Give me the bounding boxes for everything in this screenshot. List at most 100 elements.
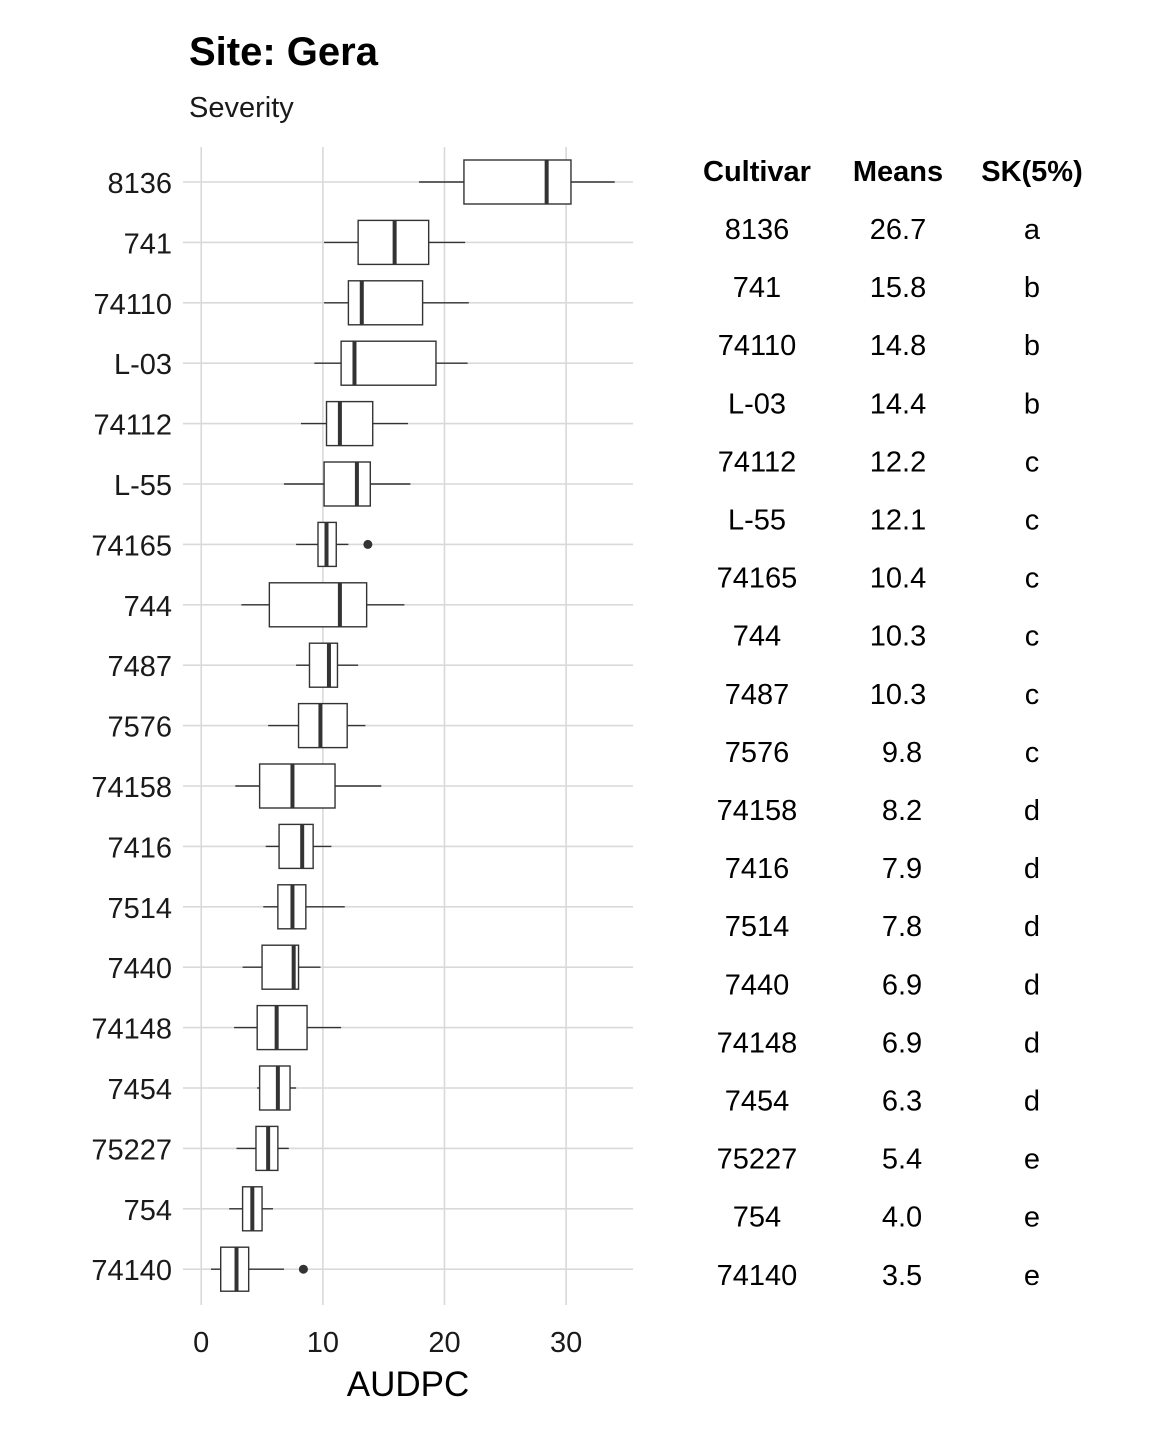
- table-sk-group: c: [1025, 679, 1040, 711]
- table-cultivar: 75227: [717, 1144, 798, 1176]
- chart-title: Site: Gera: [189, 30, 378, 74]
- y-tick-label: 74112: [94, 410, 173, 442]
- x-tick-label: 30: [550, 1327, 582, 1359]
- y-tick-label: 74148: [91, 1014, 172, 1046]
- table-sk-group: b: [1024, 330, 1040, 362]
- table-sk-group: d: [1024, 795, 1040, 827]
- table-sk-group: e: [1024, 1144, 1040, 1176]
- box-iqr: [340, 340, 437, 386]
- y-tick-label: L-55: [114, 470, 172, 502]
- table-mean: 7.8: [882, 911, 922, 943]
- table-sk-group: c: [1025, 621, 1040, 653]
- y-tick-label: 7514: [107, 893, 172, 925]
- table-sk-group: c: [1025, 563, 1040, 595]
- table-mean: 9.8: [882, 737, 922, 769]
- table-mean: 3.5: [882, 1260, 922, 1292]
- table-sk-group: d: [1024, 1086, 1040, 1118]
- y-tick-label: 74165: [91, 530, 172, 562]
- table-sk-group: e: [1024, 1260, 1040, 1292]
- table-cultivar: L-03: [728, 388, 786, 420]
- box-iqr: [325, 400, 374, 447]
- table-cultivar: 74158: [717, 795, 798, 827]
- table-mean: 8.2: [882, 795, 922, 827]
- y-tick-label: L-03: [114, 349, 172, 381]
- table-header: Cultivar: [703, 156, 811, 188]
- y-tick-label: 7416: [107, 832, 172, 864]
- table-mean: 12.1: [870, 505, 926, 537]
- table-sk-group: d: [1024, 911, 1040, 943]
- table-mean: 6.9: [882, 1027, 922, 1059]
- table-mean: 12.2: [870, 446, 926, 478]
- box-iqr: [308, 642, 339, 688]
- table-mean: 5.4: [882, 1144, 922, 1176]
- y-tick-label: 74110: [94, 289, 173, 321]
- table-sk-group: b: [1024, 272, 1040, 304]
- table-cultivar: 741: [733, 272, 781, 304]
- table-mean: 26.7: [870, 214, 926, 246]
- table-mean: 6.3: [882, 1086, 922, 1118]
- x-axis-title: AUDPC: [347, 1365, 470, 1404]
- table-sk-group: d: [1024, 1027, 1040, 1059]
- outlier-point: [298, 1264, 308, 1274]
- table-mean: 10.3: [870, 679, 926, 711]
- table-mean: 14.8: [870, 330, 926, 362]
- box-iqr: [256, 1004, 308, 1051]
- table-cultivar: 74112: [718, 446, 797, 478]
- outlier-point: [363, 539, 373, 549]
- table-sk-group: e: [1024, 1202, 1040, 1234]
- table-cultivar: 74110: [718, 330, 797, 362]
- y-tick-label: 74140: [91, 1255, 172, 1287]
- box-iqr: [347, 280, 424, 326]
- box-iqr: [463, 159, 572, 205]
- y-tick-label: 7576: [107, 712, 172, 744]
- table-mean: 6.9: [882, 969, 922, 1001]
- table-mean: 4.0: [882, 1202, 922, 1234]
- table-cultivar: 7454: [725, 1086, 790, 1118]
- table-cultivar: 74140: [717, 1260, 798, 1292]
- box-iqr: [278, 823, 314, 870]
- y-tick-label: 7454: [107, 1074, 172, 1106]
- box-iqr: [323, 461, 371, 507]
- y-tick-label: 754: [124, 1195, 172, 1227]
- y-tick-label: 75227: [91, 1134, 172, 1166]
- x-tick-label: 10: [307, 1327, 339, 1359]
- table-cultivar: 744: [733, 621, 781, 653]
- table-mean: 7.9: [882, 853, 922, 885]
- x-tick-label: 20: [428, 1327, 460, 1359]
- table-mean: 15.8: [870, 272, 926, 304]
- y-tick-label: 74158: [91, 772, 172, 804]
- box-iqr: [268, 582, 368, 628]
- y-tick-label: 744: [124, 591, 172, 623]
- table-sk-group: d: [1024, 969, 1040, 1001]
- table-mean: 10.4: [870, 563, 926, 595]
- y-tick-label: 7440: [107, 953, 172, 985]
- table-sk-group: c: [1025, 446, 1040, 478]
- table-cultivar: 8136: [725, 214, 790, 246]
- y-tick-label: 741: [124, 228, 172, 260]
- table-cultivar: 7576: [725, 737, 790, 769]
- table-cultivar: 74165: [717, 563, 798, 595]
- table-sk-group: c: [1025, 505, 1040, 537]
- table-cultivar: 74148: [717, 1027, 798, 1059]
- box-iqr: [297, 702, 348, 749]
- table-sk-group: d: [1024, 853, 1040, 885]
- y-tick-label: 7487: [107, 651, 172, 683]
- table-cultivar: L-55: [728, 505, 786, 537]
- y-tick-label: 8136: [107, 168, 172, 200]
- table-header: SK(5%): [981, 156, 1083, 188]
- table-header: Means: [853, 156, 943, 188]
- box-iqr: [258, 763, 336, 809]
- table-cultivar: 7487: [725, 679, 790, 711]
- table-sk-group: a: [1024, 214, 1041, 246]
- table-cultivar: 7416: [725, 853, 790, 885]
- box-iqr: [258, 1065, 291, 1111]
- table-mean: 14.4: [870, 388, 926, 420]
- table-sk-group: b: [1024, 388, 1040, 420]
- table-cultivar: 7514: [725, 911, 790, 943]
- table-cultivar: 754: [733, 1202, 781, 1234]
- table-sk-group: c: [1025, 737, 1040, 769]
- table-mean: 10.3: [870, 621, 926, 653]
- chart-subtitle: Severity: [189, 92, 294, 124]
- x-tick-label: 0: [193, 1327, 209, 1359]
